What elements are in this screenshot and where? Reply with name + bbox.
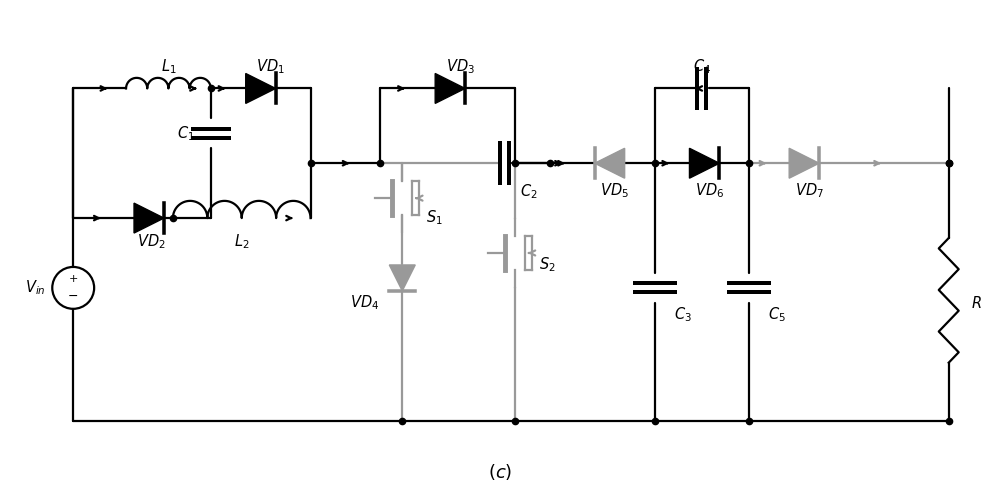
Text: $C_4$: $C_4$ (693, 57, 711, 76)
Polygon shape (689, 148, 719, 178)
Polygon shape (789, 148, 819, 178)
Text: $R$: $R$ (971, 295, 982, 311)
Text: $V_{in}$: $V_{in}$ (25, 279, 46, 297)
Text: $VD_3$: $VD_3$ (446, 57, 475, 76)
Text: $VD_6$: $VD_6$ (695, 181, 724, 200)
Text: −: − (68, 290, 78, 303)
Text: $L_1$: $L_1$ (161, 57, 176, 76)
Polygon shape (134, 203, 164, 233)
Polygon shape (435, 73, 465, 104)
Polygon shape (595, 148, 625, 178)
Text: $VD_7$: $VD_7$ (795, 181, 824, 200)
Text: $VD_4$: $VD_4$ (350, 293, 379, 312)
Polygon shape (246, 73, 276, 104)
Text: $S_1$: $S_1$ (426, 209, 443, 227)
Text: $C_5$: $C_5$ (768, 306, 786, 324)
Text: $(c)$: $(c)$ (488, 462, 512, 482)
Text: $VD_1$: $VD_1$ (256, 57, 285, 76)
Text: $VD_5$: $VD_5$ (600, 181, 629, 200)
Text: $VD_2$: $VD_2$ (137, 233, 165, 251)
Polygon shape (389, 265, 415, 291)
Text: $C_2$: $C_2$ (520, 182, 538, 201)
Text: $L_2$: $L_2$ (234, 233, 249, 251)
Text: +: + (69, 274, 78, 284)
Text: $C_1$: $C_1$ (177, 124, 195, 142)
Text: $S_2$: $S_2$ (539, 255, 555, 274)
Text: $C_3$: $C_3$ (674, 306, 691, 324)
